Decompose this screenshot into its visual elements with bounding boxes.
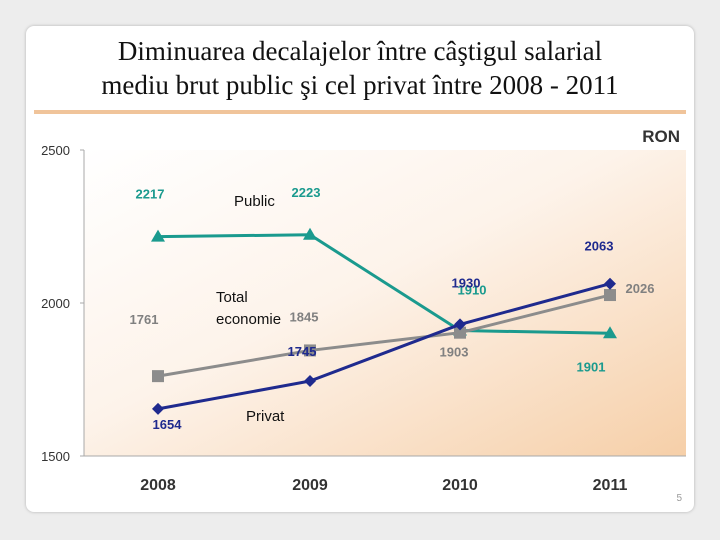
marker-public (603, 326, 617, 339)
unit-label: RON (642, 127, 680, 146)
series-name-line: economie (216, 311, 281, 328)
x-tick-label: 2009 (292, 477, 328, 494)
slide-title: Diminuarea decalajelor între câştigul sa… (26, 34, 694, 102)
marker-total-economie (304, 344, 316, 357)
marker-privat (454, 318, 466, 331)
marker-privat (604, 277, 616, 290)
marker-total-economie (604, 289, 616, 302)
x-tick-label: 2011 (593, 477, 628, 494)
data-label: 1845 (290, 309, 319, 324)
data-label: 2217 (136, 187, 165, 202)
title-divider (34, 110, 686, 114)
series-name-label: Public (234, 193, 275, 210)
y-tick-label: 2000 (41, 296, 70, 311)
data-label: 1761 (130, 312, 159, 327)
x-tick-label: 2010 (442, 477, 478, 494)
slide: Diminuarea decalajelor între câştigul sa… (26, 26, 694, 512)
x-tick-label: 2008 (140, 477, 176, 494)
series-line-privat (157, 282, 611, 411)
data-label: 1930 (452, 275, 481, 290)
data-label: 2223 (292, 185, 321, 200)
data-label: 1654 (153, 417, 183, 432)
y-tick-label: 1500 (41, 449, 70, 464)
series-name-line: Privat (246, 408, 285, 425)
series-name-line: Public (234, 193, 275, 210)
data-label: 1903 (440, 345, 469, 360)
y-tick-labels: 1500 2000 2500 (41, 143, 84, 464)
title-line-1: Diminuarea decalajelor între câştigul sa… (117, 36, 603, 66)
data-label: 2063 (585, 239, 614, 254)
series-name-line: Total (216, 289, 248, 306)
y-tick-label: 2500 (41, 143, 70, 158)
series-name-label: Privat (246, 408, 285, 425)
slide-number: 5 (676, 493, 682, 504)
data-label: 1745 (288, 344, 317, 359)
series-name-label: Total economie (216, 289, 281, 328)
marker-total-economie (152, 370, 164, 383)
data-label: 2026 (626, 281, 655, 296)
title-line-2: mediu brut public şi cel privat între 20… (101, 70, 619, 100)
marker-privat (304, 375, 316, 388)
data-label: 1910 (458, 283, 487, 298)
data-label: 1901 (577, 359, 606, 374)
data-labels: 2217 2223 1910 1901 1761 1845 1903 2026 1654 1745… (130, 185, 655, 432)
marker-public (151, 229, 165, 242)
marker-privat (152, 402, 164, 415)
series-line-total-economie (157, 293, 611, 378)
series-line-public (157, 233, 611, 335)
series-group (151, 227, 617, 415)
marker-public (303, 227, 317, 240)
x-tick-labels: 2008 2009 2010 2011 (140, 477, 627, 494)
plot-area (84, 150, 686, 456)
marker-total-economie (454, 326, 466, 339)
